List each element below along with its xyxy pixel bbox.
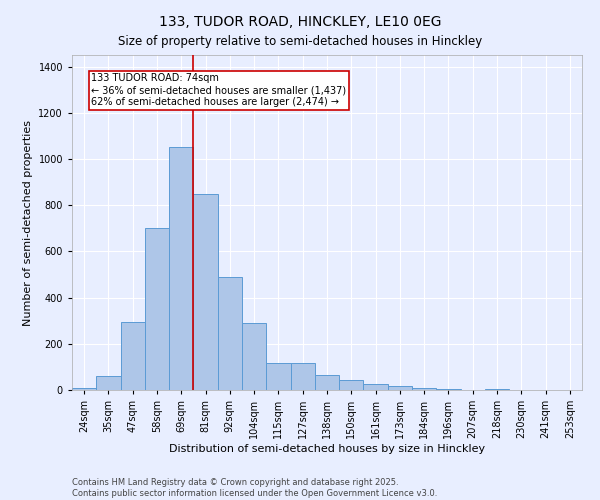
Bar	[266, 364, 290, 390]
Bar	[364, 384, 388, 390]
Bar	[485, 389, 509, 390]
Text: 133, TUDOR ROAD, HINCKLEY, LE10 0EG: 133, TUDOR ROAD, HINCKLEY, LE10 0EG	[159, 15, 441, 29]
Bar	[388, 386, 412, 390]
X-axis label: Distribution of semi-detached houses by size in Hinckley: Distribution of semi-detached houses by …	[169, 444, 485, 454]
Bar	[96, 376, 121, 390]
Bar	[412, 388, 436, 390]
Bar	[315, 375, 339, 390]
Bar	[290, 364, 315, 390]
Bar	[169, 148, 193, 390]
Text: 133 TUDOR ROAD: 74sqm
← 36% of semi-detached houses are smaller (1,437)
62% of s: 133 TUDOR ROAD: 74sqm ← 36% of semi-deta…	[91, 74, 347, 106]
Text: Contains HM Land Registry data © Crown copyright and database right 2025.
Contai: Contains HM Land Registry data © Crown c…	[72, 478, 437, 498]
Bar	[218, 277, 242, 390]
Bar	[436, 389, 461, 390]
Bar	[145, 228, 169, 390]
Bar	[72, 388, 96, 390]
Y-axis label: Number of semi-detached properties: Number of semi-detached properties	[23, 120, 33, 326]
Bar	[193, 194, 218, 390]
Bar	[121, 322, 145, 390]
Bar	[242, 323, 266, 390]
Bar	[339, 380, 364, 390]
Text: Size of property relative to semi-detached houses in Hinckley: Size of property relative to semi-detach…	[118, 35, 482, 48]
